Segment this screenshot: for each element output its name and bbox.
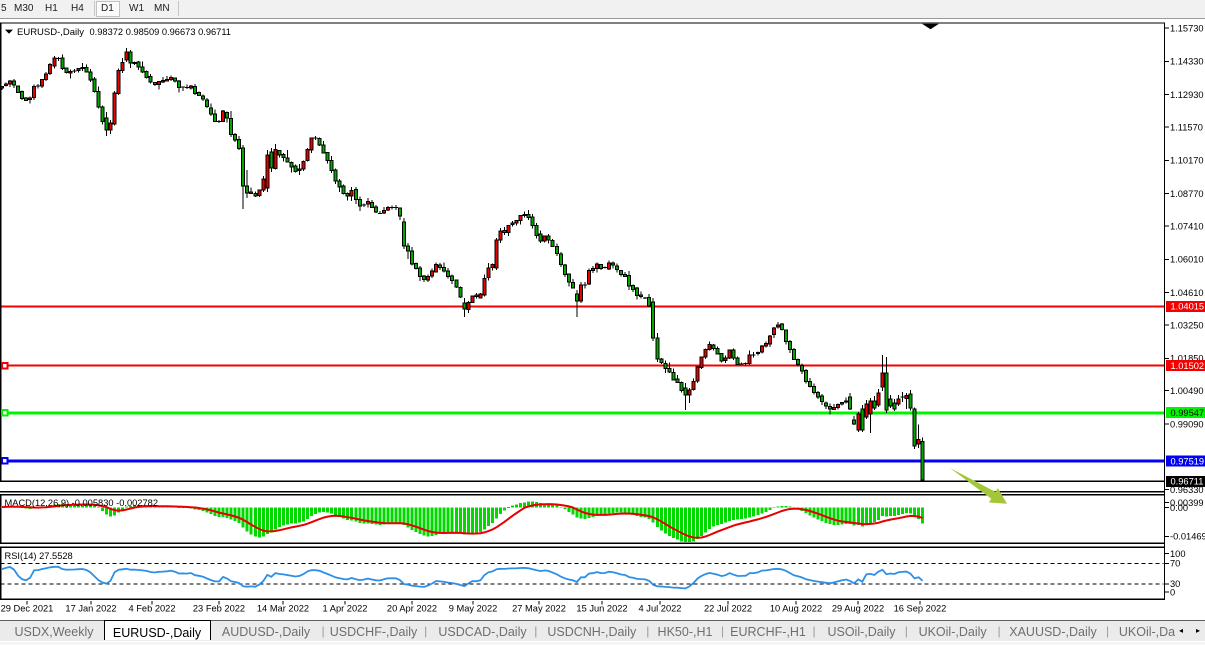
svg-text:1.01850: 1.01850: [1170, 354, 1204, 364]
svg-text:29 Aug 2022: 29 Aug 2022: [832, 604, 884, 614]
svg-text:1.14330: 1.14330: [1170, 57, 1204, 67]
svg-text:1.04610: 1.04610: [1170, 288, 1204, 298]
svg-text:0.97519: 0.97519: [1171, 456, 1205, 466]
svg-text:1.12930: 1.12930: [1170, 90, 1204, 100]
svg-text:30: 30: [1170, 579, 1180, 589]
svg-text:0.00: 0.00: [1170, 503, 1188, 513]
svg-text:20 Apr 2022: 20 Apr 2022: [387, 604, 437, 614]
svg-text:0.98372 0.98509 0.96673 0.9671: 0.98372 0.98509 0.96673 0.96711: [90, 27, 231, 37]
svg-text:0.99090: 0.99090: [1170, 419, 1204, 429]
svg-text:1.11570: 1.11570: [1170, 122, 1203, 132]
svg-text:9 May 2022: 9 May 2022: [449, 604, 498, 614]
svg-text:1.07410: 1.07410: [1170, 221, 1204, 231]
svg-text:10 Aug 2022: 10 Aug 2022: [770, 604, 822, 614]
svg-text:1.10170: 1.10170: [1170, 156, 1204, 166]
svg-text:16 Sep 2022: 16 Sep 2022: [894, 604, 947, 614]
svg-text:100: 100: [1170, 549, 1186, 559]
svg-text:1 Apr 2022: 1 Apr 2022: [323, 604, 368, 614]
svg-text:29 Dec 2021: 29 Dec 2021: [1, 604, 54, 614]
svg-text:0.96330: 0.96330: [1170, 485, 1204, 495]
svg-text:1.06010: 1.06010: [1170, 255, 1204, 265]
svg-text:23 Feb 2022: 23 Feb 2022: [193, 604, 245, 614]
svg-text:70: 70: [1170, 559, 1180, 569]
svg-text:0.99547: 0.99547: [1171, 408, 1205, 418]
svg-text:1.08770: 1.08770: [1170, 189, 1204, 199]
svg-text:1.04015: 1.04015: [1171, 302, 1205, 312]
svg-text:0.00399: 0.00399: [1170, 498, 1204, 508]
svg-text:22 Jul 2022: 22 Jul 2022: [704, 604, 752, 614]
svg-text:1.03250: 1.03250: [1170, 320, 1204, 330]
svg-text:14 Mar 2022: 14 Mar 2022: [257, 604, 309, 614]
svg-text:RSI(14) 27.5528: RSI(14) 27.5528: [5, 551, 73, 561]
svg-text:EURUSD-,Daily: EURUSD-,Daily: [17, 27, 84, 38]
svg-text:-0.01469: -0.01469: [1170, 532, 1205, 542]
svg-text:4 Jul 2022: 4 Jul 2022: [639, 604, 682, 614]
svg-text:0: 0: [1170, 587, 1175, 597]
svg-text:17 Jan 2022: 17 Jan 2022: [65, 604, 116, 614]
svg-text:1.00490: 1.00490: [1170, 386, 1204, 396]
svg-text:1.01502: 1.01502: [1171, 361, 1205, 371]
svg-text:0.96711: 0.96711: [1171, 477, 1204, 487]
svg-text:4 Feb 2022: 4 Feb 2022: [128, 604, 175, 614]
svg-text:27 May 2022: 27 May 2022: [512, 604, 566, 614]
svg-text:15 Jun 2022: 15 Jun 2022: [576, 604, 627, 614]
svg-text:1.15730: 1.15730: [1170, 23, 1204, 33]
svg-text:MACD(12,26,9) -0.005830 -0.002: MACD(12,26,9) -0.005830 -0.002782: [5, 498, 159, 508]
